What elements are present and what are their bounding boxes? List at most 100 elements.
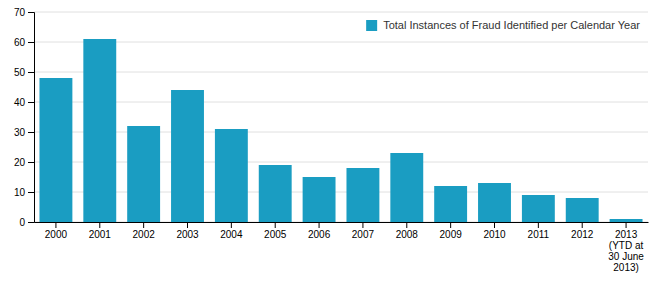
x-axis: 2000 2001 2002 2003 2004 2005 2006 2007 2008 2009… <box>35 222 649 273</box>
tick-label: 2002 <box>133 229 156 240</box>
bar <box>390 153 423 222</box>
tick-label: 0 <box>19 217 25 228</box>
grid-line <box>34 192 648 193</box>
grid <box>34 12 648 222</box>
legend-item: Total Instances of Fraud Identified per … <box>366 19 640 31</box>
tick: 2002 <box>133 222 156 240</box>
tick-mark <box>99 222 100 228</box>
tick-mark <box>538 222 539 228</box>
tick: 2010 <box>483 222 506 240</box>
chart-container: 0102030405060702000200120022003200420052… <box>0 0 660 284</box>
bar <box>39 78 72 222</box>
tick: 2008 <box>396 222 419 240</box>
bar <box>566 198 599 222</box>
tick-mark <box>450 222 451 228</box>
tick-mark <box>28 132 34 133</box>
tick-label: 2010 <box>483 229 506 240</box>
tick-label: 2009 <box>440 229 463 240</box>
tick-label: 60 <box>14 37 26 48</box>
legend-label: Total Instances of Fraud Identified per … <box>383 19 640 31</box>
tick-mark <box>582 222 583 228</box>
bar <box>346 168 379 222</box>
tick: 2000 <box>45 222 68 240</box>
tick-label: 2011 <box>528 229 550 240</box>
tick: 60 <box>14 37 34 48</box>
tick-label: 2007 <box>352 229 375 240</box>
tick-label: 30 <box>14 127 26 138</box>
chart-svg: 0102030405060702000200120022003200420052… <box>0 0 660 284</box>
tick: 2009 <box>440 222 463 240</box>
tick-label: 2001 <box>89 229 112 240</box>
bar <box>127 126 160 222</box>
tick-mark <box>28 102 34 103</box>
tick-label-line: 2013 <box>615 229 638 240</box>
legend: Total Instances of Fraud Identified per … <box>360 14 646 37</box>
tick-mark <box>28 192 34 193</box>
tick: 2006 <box>308 222 331 240</box>
tick: 2011 <box>528 222 550 240</box>
bar <box>522 195 555 222</box>
tick-mark <box>275 222 276 228</box>
tick-label: 2003 <box>176 229 199 240</box>
tick: 2005 <box>264 222 287 240</box>
grid-line <box>34 42 648 43</box>
tick-mark <box>28 222 34 223</box>
bar <box>478 183 511 222</box>
axis-line <box>35 222 649 223</box>
grid-line <box>34 222 648 223</box>
tick-label: 40 <box>14 97 26 108</box>
tick-mark <box>28 42 34 43</box>
tick: 2013(YTD at30 June2013) <box>608 222 644 273</box>
tick-label: 10 <box>14 187 26 198</box>
tick-label: 2006 <box>308 229 331 240</box>
legend-swatch <box>366 20 377 31</box>
grid-line <box>34 102 648 103</box>
tick-label: 2005 <box>264 229 287 240</box>
tick-label: 20 <box>14 157 26 168</box>
tick: 2012 <box>571 222 594 240</box>
tick-mark <box>319 222 320 228</box>
tick: 2001 <box>89 222 112 240</box>
tick: 70 <box>14 7 34 18</box>
tick-label: 2000 <box>45 229 68 240</box>
tick: 10 <box>14 187 34 198</box>
grid-line <box>34 162 648 163</box>
bar <box>215 129 248 222</box>
bar <box>171 90 204 222</box>
grid-line <box>34 132 648 133</box>
tick-mark <box>187 222 188 228</box>
plot: 0102030405060702000200120022003200420052… <box>14 7 649 273</box>
tick-label-line: 2013) <box>613 262 639 273</box>
tick: 30 <box>14 127 34 138</box>
tick-label-line: 30 June <box>608 251 644 262</box>
grid-line <box>34 12 648 13</box>
axis-line <box>28 13 35 223</box>
bars <box>39 39 642 222</box>
bar <box>259 165 292 222</box>
tick-mark <box>28 72 34 73</box>
tick-mark <box>494 222 495 228</box>
tick: 2007 <box>352 222 375 240</box>
tick-label: 70 <box>14 7 26 18</box>
tick: 20 <box>14 157 34 168</box>
tick-label: 2012 <box>571 229 594 240</box>
tick-label-line: (YTD at <box>609 240 644 251</box>
bar-series <box>39 39 642 222</box>
tick-mark <box>28 12 34 13</box>
tick: 50 <box>14 67 34 78</box>
tick-mark <box>626 222 627 228</box>
grid-line <box>34 72 648 73</box>
bar <box>303 177 336 222</box>
tick-mark <box>406 222 407 228</box>
tick-label: 2004 <box>220 229 243 240</box>
legend-background <box>360 14 646 37</box>
bar <box>83 39 116 222</box>
tick: 40 <box>14 97 34 108</box>
tick-mark <box>231 222 232 228</box>
tick: 0 <box>19 217 34 228</box>
bar <box>434 186 467 222</box>
tick-label: 2008 <box>396 229 419 240</box>
tick-mark <box>28 162 34 163</box>
y-axis: 0 10 20 30 40 50 60 70 <box>14 7 35 228</box>
tick-mark <box>362 222 363 228</box>
